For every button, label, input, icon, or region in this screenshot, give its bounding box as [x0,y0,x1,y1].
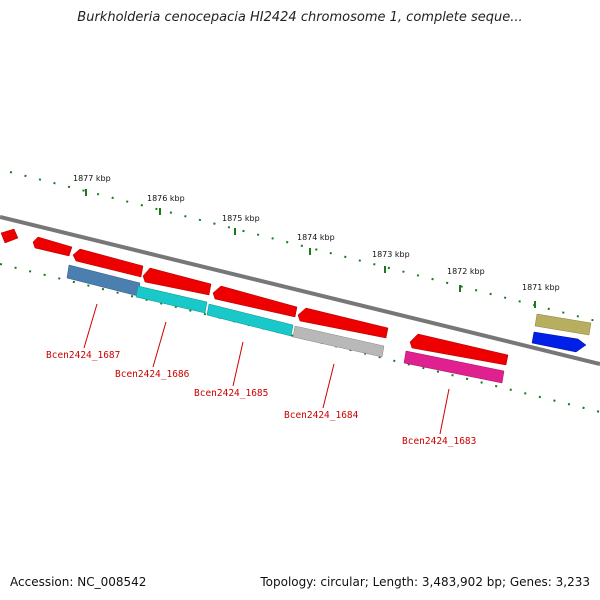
map-footer: Accession: NC_008542 Topology: circular;… [10,575,590,589]
gene-arrow[interactable] [212,285,298,318]
gene-arrow[interactable] [0,228,19,244]
gene-label-1686[interactable]: Bcen2424_1686 [115,369,190,380]
gene-arrow[interactable] [32,236,73,257]
ruler-tick-label: 1873 kbp [372,250,410,259]
gene-1685[interactable] [206,303,294,337]
ruler-tick-label: 1875 kbp [222,214,260,223]
gene-blue-arrow[interactable] [531,331,587,353]
upper-ruler-dots [9,171,600,323]
reverse-strand-genes [66,264,505,384]
label-leader-lines [83,303,450,435]
gene-arrow[interactable] [72,248,144,278]
gene-1683[interactable] [403,350,505,384]
gene-label-1685[interactable]: Bcen2424_1685 [194,388,268,399]
gene-label-1687[interactable]: Bcen2424_1687 [46,350,120,361]
gene-label-1683[interactable]: Bcen2424_1683 [402,436,476,447]
ruler-tick-label: 1877 kbp [73,174,111,183]
gene-arrow[interactable] [409,333,509,366]
chromosome-backbone [0,215,600,366]
accession-text: Accession: NC_008542 [10,575,147,589]
topology-text: Topology: circular; Length: 3,483,902 bp… [260,575,590,589]
forward-strand-genes [0,228,592,366]
ruler-major-ticks [85,189,536,308]
map-title: Burkholderia cenocepacia HI2424 chromoso… [77,10,523,25]
ruler-tick-label: 1876 kbp [147,194,185,203]
gene-arrow[interactable] [297,307,389,339]
ruler-tick-label: 1872 kbp [447,267,485,276]
gene-1686[interactable] [135,285,208,314]
gene-1684[interactable] [292,325,385,358]
gene-arrow[interactable] [142,267,212,296]
gene-label-1684[interactable]: Bcen2424_1684 [284,410,359,421]
ruler-tick-label: 1874 kbp [297,233,335,242]
gene-olive[interactable] [534,313,592,336]
ruler-tick-label: 1871 kbp [522,283,560,292]
